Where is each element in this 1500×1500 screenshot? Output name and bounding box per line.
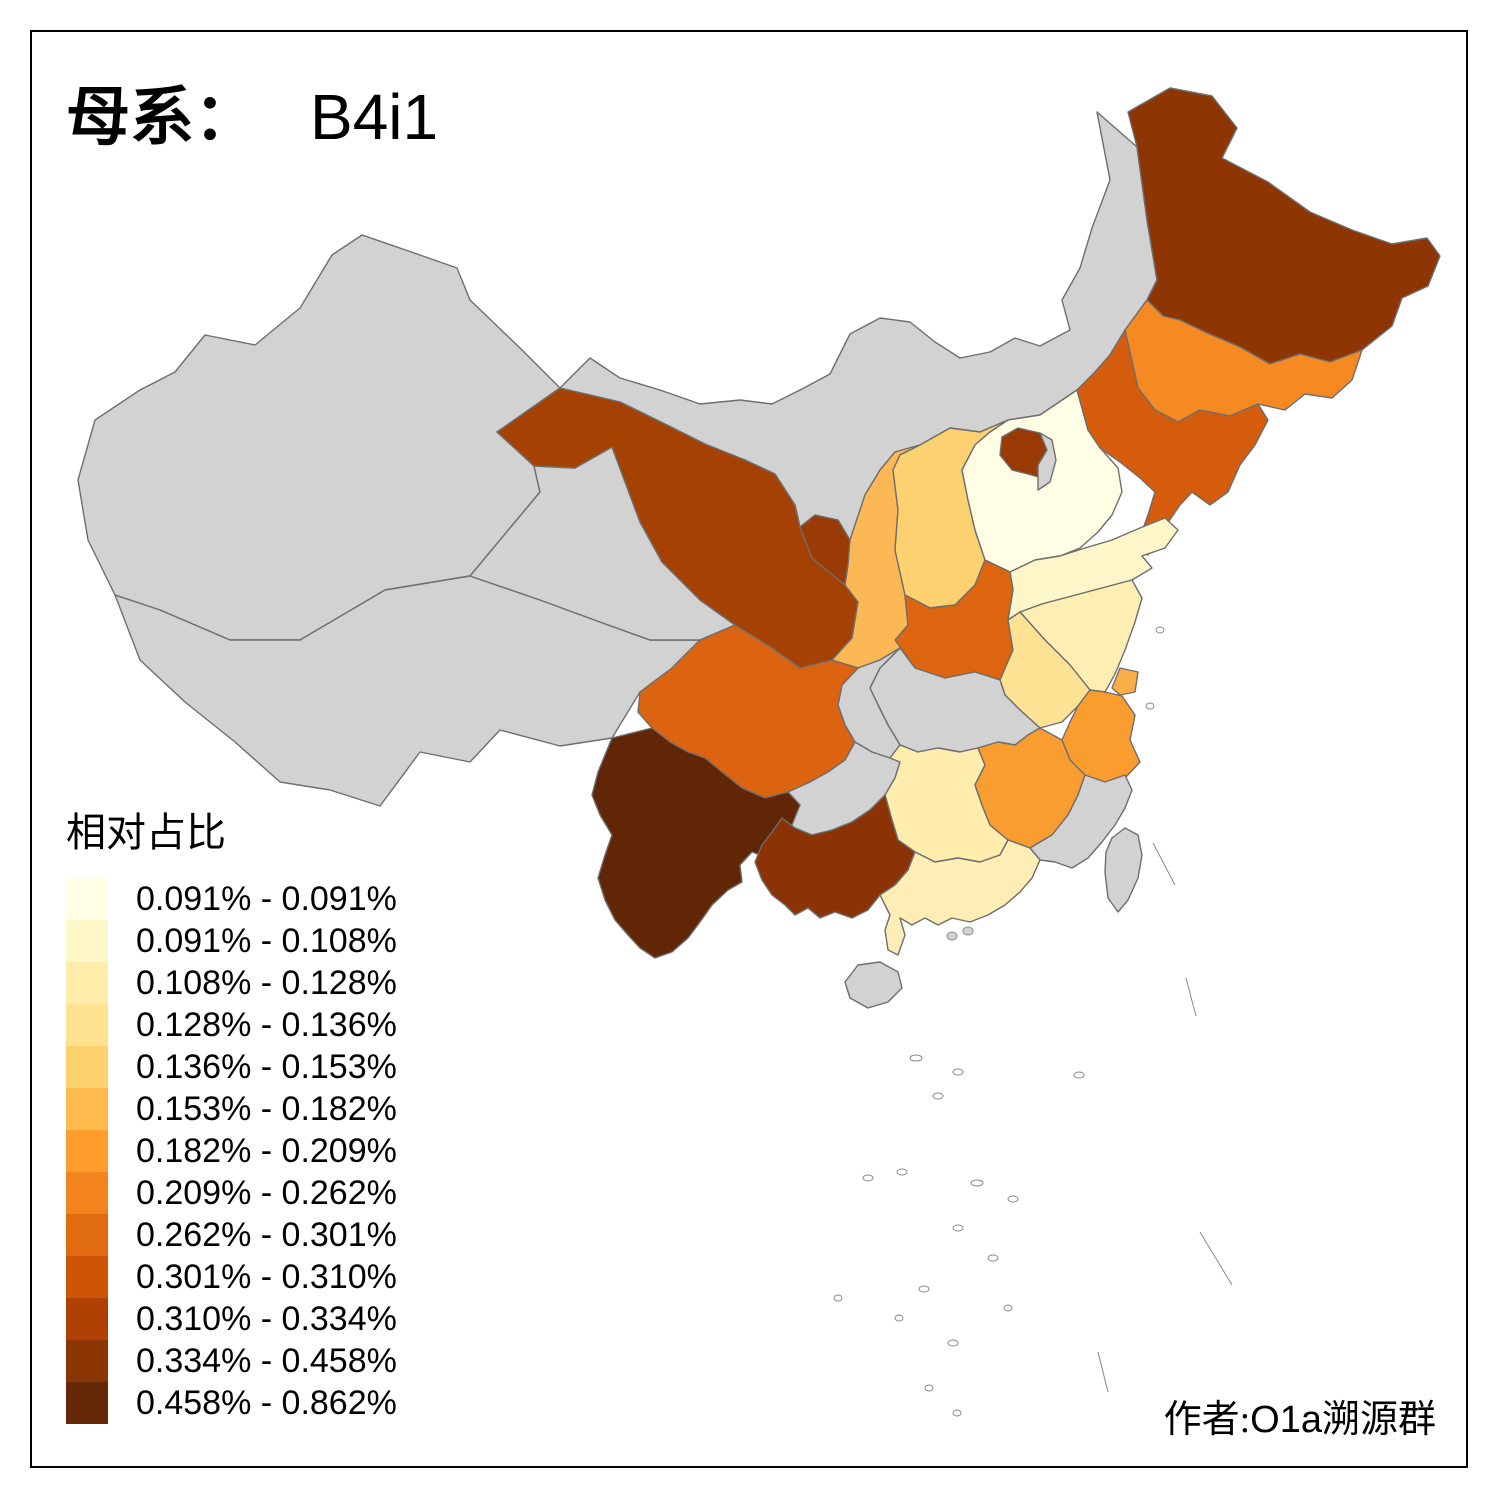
legend-range-label: 0.182% - 0.209% bbox=[136, 1132, 397, 1170]
legend-row: 0.136% - 0.153% bbox=[66, 1046, 397, 1088]
legend-row: 0.091% - 0.091% bbox=[66, 878, 397, 920]
legend-range-label: 0.310% - 0.334% bbox=[136, 1300, 397, 1338]
province-yunnan bbox=[591, 727, 801, 959]
map-title-haplogroup: B4i1 bbox=[310, 81, 439, 153]
legend-color-swatch bbox=[66, 1382, 108, 1424]
legend-range-label: 0.091% - 0.108% bbox=[136, 922, 397, 960]
province-liaoning bbox=[1076, 329, 1269, 556]
province-guangxi bbox=[754, 794, 916, 919]
legend-range-label: 0.301% - 0.310% bbox=[136, 1258, 397, 1296]
attribution-prefix: 作者: bbox=[1163, 1399, 1251, 1441]
legend-color-swatch bbox=[66, 1088, 108, 1130]
legend-row: 0.334% - 0.458% bbox=[66, 1340, 397, 1382]
legend-items: 0.091% - 0.091% 0.091% - 0.108% 0.108% - 0… bbox=[66, 878, 397, 1424]
legend-row: 0.209% - 0.262% bbox=[66, 1172, 397, 1214]
legend-row: 0.262% - 0.301% bbox=[66, 1214, 397, 1256]
map-title: 母系： B4i1 bbox=[66, 66, 438, 158]
legend-range-label: 0.153% - 0.182% bbox=[136, 1090, 397, 1128]
legend-range-label: 0.108% - 0.128% bbox=[136, 964, 397, 1002]
legend-row: 0.301% - 0.310% bbox=[66, 1256, 397, 1298]
attribution-group-code: O1a bbox=[1250, 1399, 1322, 1441]
legend-range-label: 0.136% - 0.153% bbox=[136, 1048, 397, 1086]
attribution-suffix: 溯源群 bbox=[1321, 1399, 1436, 1441]
legend-color-swatch bbox=[66, 1214, 108, 1256]
province-xizang bbox=[114, 575, 701, 807]
legend-color-swatch bbox=[66, 1340, 108, 1382]
legend-color-swatch bbox=[66, 962, 108, 1004]
map-title-prefix: 母系： bbox=[66, 82, 258, 153]
legend-row: 0.091% - 0.108% bbox=[66, 920, 397, 962]
province-taiwan bbox=[1104, 827, 1143, 913]
legend-color-swatch bbox=[66, 920, 108, 962]
legend-row: 0.153% - 0.182% bbox=[66, 1088, 397, 1130]
legend-color-swatch bbox=[66, 1046, 108, 1088]
province-fujian bbox=[1029, 774, 1133, 869]
province-jiangxi bbox=[974, 727, 1086, 849]
legend-row: 0.458% - 0.862% bbox=[66, 1382, 397, 1424]
legend-row: 0.182% - 0.209% bbox=[66, 1130, 397, 1172]
legend-range-label: 0.128% - 0.136% bbox=[136, 1006, 397, 1044]
island-specks bbox=[833, 626, 1233, 1417]
province-shanghai bbox=[1111, 667, 1139, 696]
legend: 相对占比 0.091% - 0.091% 0.091% - 0.108% 0.108… bbox=[66, 800, 397, 1424]
legend-row: 0.108% - 0.128% bbox=[66, 962, 397, 1004]
legend-range-label: 0.334% - 0.458% bbox=[136, 1342, 397, 1380]
legend-color-swatch bbox=[66, 878, 108, 920]
legend-range-label: 0.091% - 0.091% bbox=[136, 880, 397, 918]
legend-title: 相对占比 bbox=[66, 810, 226, 855]
legend-color-swatch bbox=[66, 1130, 108, 1172]
province-hainan bbox=[844, 961, 903, 1009]
legend-row: 0.128% - 0.136% bbox=[66, 1004, 397, 1046]
province-guangdong bbox=[879, 839, 1041, 956]
legend-color-swatch bbox=[66, 1004, 108, 1046]
legend-color-swatch bbox=[66, 1256, 108, 1298]
legend-color-swatch bbox=[66, 1298, 108, 1340]
legend-row: 0.310% - 0.334% bbox=[66, 1298, 397, 1340]
legend-range-label: 0.209% - 0.262% bbox=[136, 1174, 397, 1212]
attribution: 作者:O1a溯源群 bbox=[1164, 1388, 1436, 1443]
province-tianjin bbox=[1037, 432, 1057, 491]
legend-range-label: 0.262% - 0.301% bbox=[136, 1216, 397, 1254]
legend-range-label: 0.458% - 0.862% bbox=[136, 1384, 397, 1422]
legend-color-swatch bbox=[66, 1172, 108, 1214]
plot-border bbox=[30, 30, 1468, 1468]
